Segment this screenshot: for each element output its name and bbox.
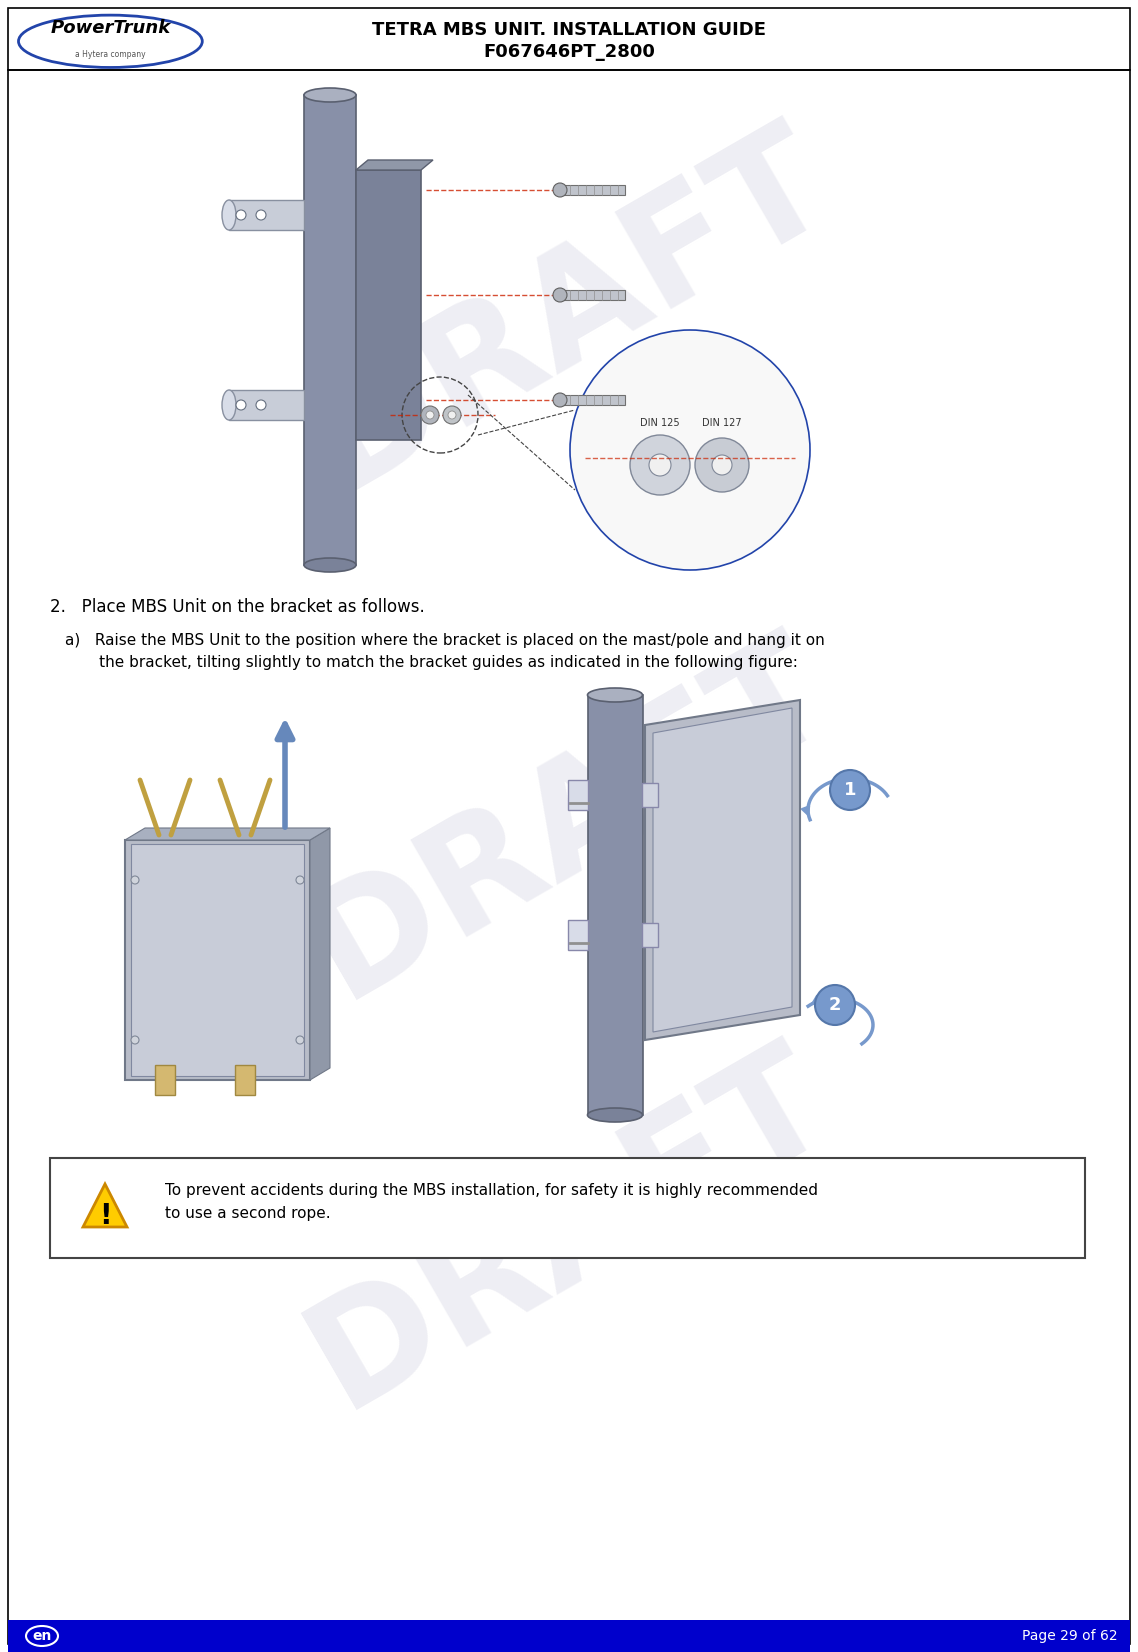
Ellipse shape	[222, 200, 236, 230]
Bar	[50, 1158, 1085, 1259]
Bar	[560, 395, 625, 405]
Bar	[642, 783, 658, 806]
Text: DIN 127: DIN 127	[702, 418, 742, 428]
Circle shape	[695, 438, 749, 492]
Circle shape	[570, 330, 810, 570]
Text: a Hytera company: a Hytera company	[75, 50, 146, 59]
Text: PowerTrunk: PowerTrunk	[50, 20, 171, 38]
Circle shape	[421, 406, 439, 425]
Circle shape	[630, 434, 690, 496]
Text: F067646PT_2800: F067646PT_2800	[483, 43, 655, 61]
Polygon shape	[645, 700, 800, 1041]
Bar	[568, 920, 588, 950]
Bar	[125, 839, 310, 1080]
Polygon shape	[356, 160, 432, 170]
Bar	[642, 923, 658, 947]
Polygon shape	[83, 1184, 127, 1227]
Circle shape	[236, 400, 246, 410]
Circle shape	[830, 770, 869, 809]
Circle shape	[815, 985, 855, 1024]
Text: DRAFT: DRAFT	[284, 613, 854, 1028]
Ellipse shape	[304, 558, 356, 572]
Text: en: en	[32, 1629, 51, 1644]
Text: DRAFT: DRAFT	[284, 102, 854, 517]
Bar	[229, 200, 304, 230]
Bar	[560, 291, 625, 301]
Ellipse shape	[553, 393, 567, 406]
Text: DRAFT: DRAFT	[284, 1023, 854, 1437]
Text: DIN 125: DIN 125	[641, 418, 679, 428]
Text: Page 29 of 62: Page 29 of 62	[1022, 1629, 1118, 1644]
Bar	[588, 695, 643, 1115]
Circle shape	[256, 210, 266, 220]
Bar	[236, 1066, 255, 1095]
Ellipse shape	[553, 183, 567, 197]
Circle shape	[256, 400, 266, 410]
Bar	[356, 170, 421, 439]
Circle shape	[236, 210, 246, 220]
Text: To prevent accidents during the MBS installation, for safety it is highly recomm: To prevent accidents during the MBS inst…	[165, 1183, 818, 1221]
Text: 1: 1	[843, 781, 856, 800]
Circle shape	[448, 411, 456, 420]
Ellipse shape	[587, 687, 643, 702]
Bar	[560, 185, 625, 195]
Bar	[131, 844, 304, 1075]
Circle shape	[712, 454, 732, 476]
Circle shape	[131, 1036, 139, 1044]
Circle shape	[649, 454, 671, 476]
Circle shape	[131, 876, 139, 884]
Text: a)   Raise the MBS Unit to the position where the bracket is placed on the mast/: a) Raise the MBS Unit to the position wh…	[65, 633, 825, 669]
Ellipse shape	[304, 88, 356, 102]
Circle shape	[426, 411, 434, 420]
Bar	[155, 1066, 175, 1095]
Text: 2.   Place MBS Unit on the bracket as follows.: 2. Place MBS Unit on the bracket as foll…	[50, 598, 424, 616]
Ellipse shape	[553, 287, 567, 302]
Polygon shape	[653, 709, 792, 1032]
Circle shape	[296, 1036, 304, 1044]
Bar	[304, 96, 356, 565]
Ellipse shape	[222, 390, 236, 420]
Text: !: !	[99, 1203, 112, 1231]
Polygon shape	[310, 828, 330, 1080]
Circle shape	[296, 876, 304, 884]
Polygon shape	[125, 828, 330, 839]
Bar	[8, 8, 1130, 69]
Bar	[229, 390, 304, 420]
Text: 2: 2	[828, 996, 841, 1014]
Bar	[568, 780, 588, 809]
Text: TETRA MBS UNIT. INSTALLATION GUIDE: TETRA MBS UNIT. INSTALLATION GUIDE	[372, 21, 766, 40]
Bar	[8, 1621, 1130, 1652]
Ellipse shape	[587, 1108, 643, 1122]
Circle shape	[443, 406, 461, 425]
